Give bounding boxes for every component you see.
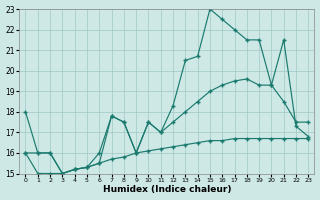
X-axis label: Humidex (Indice chaleur): Humidex (Indice chaleur) [103, 185, 231, 194]
